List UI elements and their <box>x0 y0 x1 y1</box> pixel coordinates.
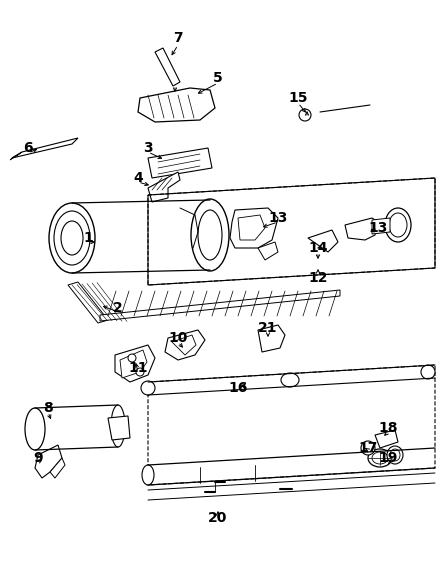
Ellipse shape <box>368 449 392 467</box>
Polygon shape <box>238 215 265 240</box>
Ellipse shape <box>299 109 311 121</box>
Polygon shape <box>108 416 130 440</box>
Ellipse shape <box>111 405 125 447</box>
Text: 10: 10 <box>169 331 188 345</box>
Text: 15: 15 <box>288 91 308 105</box>
Ellipse shape <box>61 221 83 255</box>
Polygon shape <box>165 330 205 360</box>
Text: 8: 8 <box>43 401 53 415</box>
Ellipse shape <box>49 203 95 273</box>
Text: 9: 9 <box>33 451 43 465</box>
Text: 16: 16 <box>228 381 248 395</box>
Text: 3: 3 <box>143 141 153 155</box>
Text: 17: 17 <box>358 441 378 455</box>
Polygon shape <box>138 88 215 122</box>
Polygon shape <box>35 445 62 478</box>
Polygon shape <box>345 218 378 240</box>
Ellipse shape <box>281 373 299 387</box>
Ellipse shape <box>389 213 407 237</box>
Text: 18: 18 <box>378 421 398 435</box>
Polygon shape <box>258 325 285 352</box>
Polygon shape <box>258 242 278 260</box>
Polygon shape <box>10 152 22 160</box>
Text: 13: 13 <box>368 221 388 235</box>
Text: 5: 5 <box>213 71 223 85</box>
Ellipse shape <box>361 441 375 455</box>
Ellipse shape <box>54 211 90 265</box>
Polygon shape <box>230 208 278 248</box>
Text: 12: 12 <box>308 271 328 285</box>
Text: 11: 11 <box>128 361 148 375</box>
Polygon shape <box>12 138 78 158</box>
Ellipse shape <box>25 408 45 450</box>
Polygon shape <box>50 458 65 478</box>
Text: 13: 13 <box>268 211 288 225</box>
Text: 20: 20 <box>208 511 227 525</box>
Polygon shape <box>372 218 390 234</box>
Ellipse shape <box>198 210 222 260</box>
Text: 21: 21 <box>258 321 278 335</box>
Ellipse shape <box>141 381 155 395</box>
Text: 6: 6 <box>23 141 33 155</box>
Polygon shape <box>115 345 155 382</box>
Ellipse shape <box>387 446 403 464</box>
Text: 19: 19 <box>378 451 398 465</box>
Polygon shape <box>100 290 340 321</box>
Polygon shape <box>120 350 147 378</box>
Text: 14: 14 <box>308 241 328 255</box>
Ellipse shape <box>372 452 388 464</box>
Polygon shape <box>148 172 180 202</box>
Ellipse shape <box>390 449 400 461</box>
Text: 2: 2 <box>113 301 123 315</box>
Ellipse shape <box>421 365 435 379</box>
Ellipse shape <box>385 208 411 242</box>
Polygon shape <box>68 282 108 323</box>
Polygon shape <box>148 148 212 178</box>
Text: 1: 1 <box>83 231 93 245</box>
Polygon shape <box>155 48 180 86</box>
Ellipse shape <box>142 465 154 485</box>
Polygon shape <box>172 335 196 355</box>
Polygon shape <box>375 430 398 448</box>
Ellipse shape <box>128 354 136 362</box>
Polygon shape <box>308 230 338 252</box>
Text: 4: 4 <box>133 171 143 185</box>
Ellipse shape <box>136 368 144 376</box>
Text: 7: 7 <box>173 31 183 45</box>
Ellipse shape <box>191 199 229 271</box>
